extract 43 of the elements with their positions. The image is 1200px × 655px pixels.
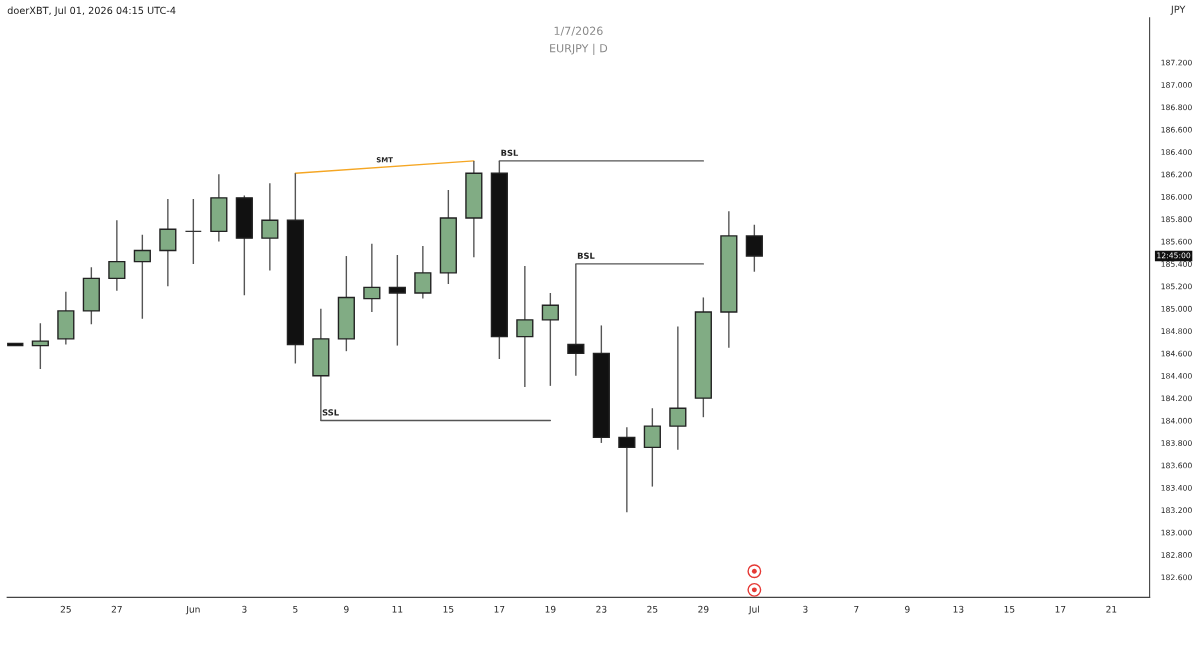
candlestick — [133, 234, 151, 320]
x-tick-label: Jun — [185, 605, 200, 615]
candlestick — [388, 254, 406, 347]
candlestick — [184, 198, 202, 265]
x-tick-label: 9 — [344, 605, 349, 613]
text: doerXBT, Jul 01, 2026 04:15 UTC-4 — [7, 6, 176, 16]
candlestick — [261, 182, 279, 272]
x-tick-label: 21 — [1106, 605, 1117, 613]
x-tick-label: 15 — [443, 605, 454, 613]
candlestick — [108, 219, 126, 292]
x-tick-label: 7 — [854, 605, 859, 613]
candlestick — [618, 426, 636, 514]
x-tick-label: 3 — [242, 605, 247, 613]
candlestick — [669, 325, 687, 451]
x-tick-label: 25 — [60, 605, 71, 613]
x-tick-label: 25 — [647, 605, 658, 613]
candlestick — [516, 265, 534, 388]
candlestick — [31, 322, 49, 370]
x-tick-label: 29 — [698, 605, 709, 613]
x-tick-label: 5 — [293, 605, 298, 613]
x-tick-label: 9 — [905, 605, 910, 613]
text: 1/7/2026 — [554, 26, 603, 36]
x-tick-label: 27 — [111, 605, 122, 613]
series-label: BSL — [577, 252, 595, 259]
x-tick-label: 15 — [1004, 605, 1015, 613]
text: EURJPY | D — [550, 43, 608, 55]
x-tick-label: 23 — [596, 605, 607, 613]
x-tick-label: 17 — [494, 605, 505, 613]
x-tick-label: 13 — [953, 605, 964, 613]
series-label: BSL — [501, 149, 519, 156]
candlestick — [363, 243, 381, 313]
y-axis-title: JPY — [1170, 5, 1186, 15]
candlestick — [541, 292, 559, 387]
x-tick-label: 19 — [545, 605, 556, 613]
candlestick — [159, 198, 177, 287]
candlestick — [745, 224, 763, 273]
x-tick-label: 11 — [392, 605, 403, 613]
x-tick-label: 3 — [803, 605, 808, 613]
x-tick-label: Jul — [748, 605, 759, 615]
candlestick — [414, 245, 432, 300]
candlestick — [643, 407, 661, 488]
x-tick-label: 17 — [1055, 605, 1066, 613]
series-label: SSL — [322, 409, 339, 416]
